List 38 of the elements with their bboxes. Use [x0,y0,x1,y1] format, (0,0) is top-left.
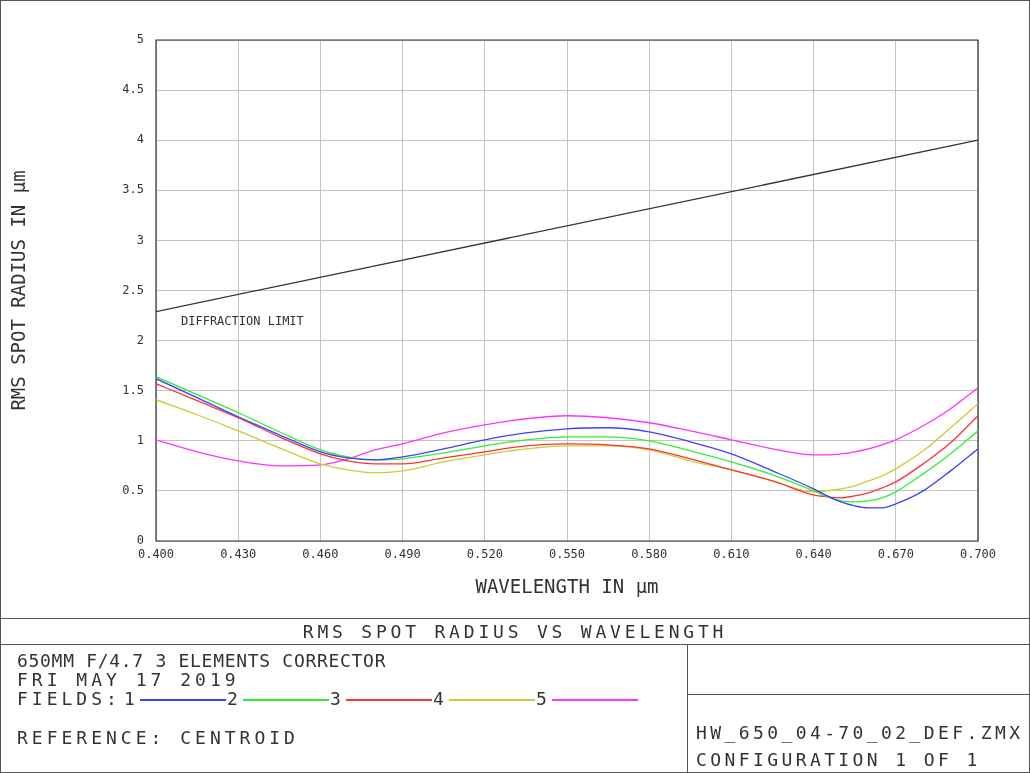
legend-label: 5 [536,688,547,709]
y-tick-label: 4 [136,132,144,147]
text: CONFIGURATION 1 OF 1 [696,749,981,770]
x-tick-label: 0.430 [220,547,257,562]
legend-label: 2 [227,688,238,709]
text: RMS SPOT RADIUS VS WAVELENGTH [301,620,729,644]
x-axis-title: WAVELENGTH IN µm [475,574,659,597]
x-tick-label: 0.460 [302,547,339,562]
y-tick-label: 2.5 [122,282,144,297]
y-axis-title: RMS SPOT RADIUS IN µm [7,170,30,411]
y-tick-label: 4.5 [122,82,144,97]
line-series [156,399,978,493]
y-tick-label: 1.5 [122,382,144,397]
x-tick-label: 0.400 [137,547,175,562]
y-tick-label: 5 [136,32,144,47]
x-tick-label: 0.580 [631,547,668,562]
y-tick-label: 2 [136,332,144,347]
legend-label: 3 [330,688,341,709]
x-tick-label: 0.520 [466,547,503,562]
x-tick-label: 0.670 [877,547,914,562]
x-tick-label: 0.550 [548,547,586,562]
y-tick-label: 0.5 [122,483,144,498]
y-tick-label: 3.5 [122,182,144,197]
y-tick-label: 1 [136,432,144,447]
text: FRI MAY 17 2019 [17,669,240,690]
x-tick-label: 0.610 [713,547,750,562]
y-tick-label: 3 [136,232,144,247]
line-series [156,387,978,467]
x-tick-label: 0.700 [959,547,997,562]
legend-title: FIELDS: [17,688,122,709]
x-tick-label: 0.490 [384,547,421,562]
text: REFERENCE: CENTROID [17,727,299,748]
x-tick-label: 0.640 [795,547,832,562]
text: 650MM F/4.7 3 ELEMENTS CORRECTOR [17,650,387,671]
y-tick-label: 0 [136,533,144,548]
annotation: DIFFRACTION LIMIT [181,314,304,328]
legend-label: 4 [433,688,444,709]
text: HW_650_04-70_02_DEF.ZMX [696,722,1024,743]
